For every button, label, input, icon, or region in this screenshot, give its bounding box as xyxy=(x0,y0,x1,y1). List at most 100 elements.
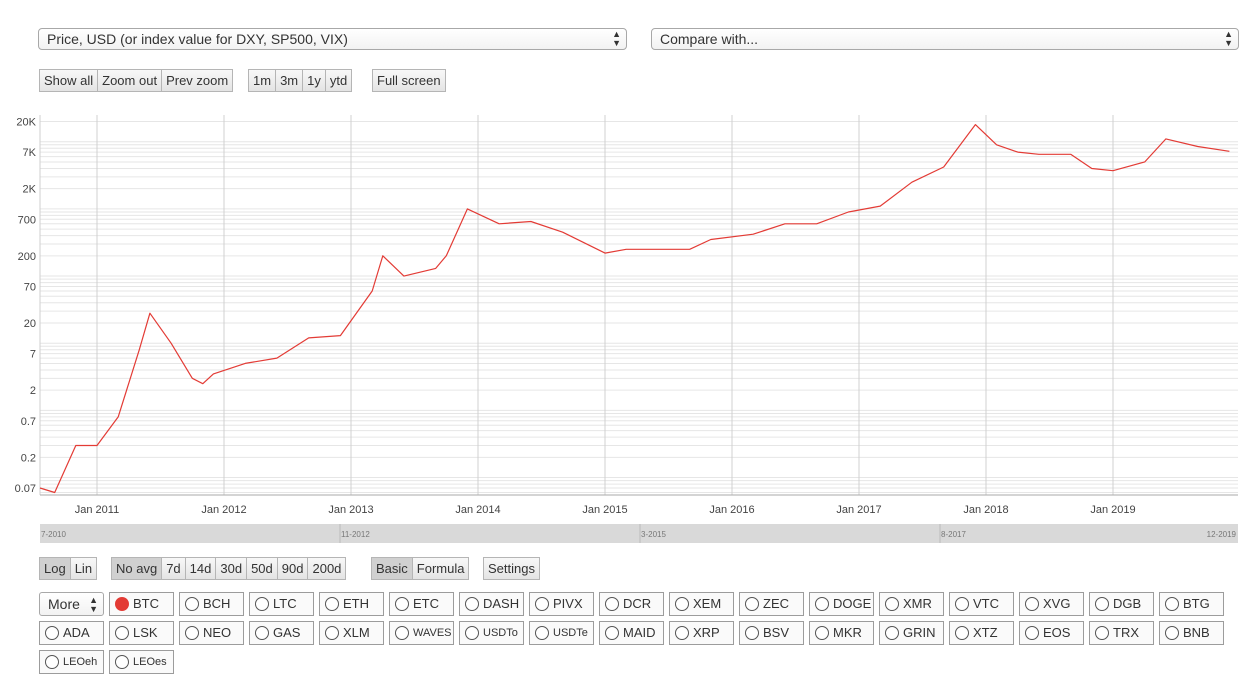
more-select[interactable]: More ▲ ▼ xyxy=(39,592,104,616)
compare-select[interactable]: Compare with... ▲ ▼ xyxy=(651,28,1239,50)
avg-50d-button[interactable]: 50d xyxy=(247,557,278,580)
coin-toggle-leoes[interactable]: LEOes xyxy=(109,650,174,674)
range-3m-button[interactable]: 3m xyxy=(276,69,304,92)
coin-label: ETC xyxy=(413,596,439,611)
settings-button[interactable]: Settings xyxy=(483,557,540,580)
range-ytd-button[interactable]: ytd xyxy=(325,69,353,92)
radio-icon xyxy=(45,626,59,640)
zoom-button-group: Show all Zoom out Prev zoom xyxy=(39,69,234,92)
coin-toggle-leoeh[interactable]: LEOeh xyxy=(39,650,104,674)
zoom-out-button[interactable]: Zoom out xyxy=(98,69,163,92)
radio-icon xyxy=(395,597,409,611)
coin-toggle-xvg[interactable]: XVG xyxy=(1019,592,1084,616)
coin-toggle-eth[interactable]: ETH xyxy=(319,592,384,616)
coin-toggle-grin[interactable]: GRIN xyxy=(879,621,944,645)
radio-icon xyxy=(1165,626,1179,640)
coin-toggle-pivx[interactable]: PIVX xyxy=(529,592,594,616)
y-axis-tick-labels: 20K 7K 2K 700 200 70 20 7 2 0.7 0.2 0.07 xyxy=(15,117,37,495)
coin-toggle-bnb[interactable]: BNB xyxy=(1159,621,1224,645)
radio-icon xyxy=(45,655,59,669)
coin-label: ZEC xyxy=(763,596,789,611)
coin-toggle-gas[interactable]: GAS xyxy=(249,621,314,645)
coin-label: LTC xyxy=(273,596,297,611)
coin-label: USDTe xyxy=(553,627,588,639)
coin-toggle-ltc[interactable]: LTC xyxy=(249,592,314,616)
radio-icon xyxy=(535,626,549,640)
coin-label: XTZ xyxy=(973,625,998,640)
coin-toggle-btc[interactable]: BTC xyxy=(109,592,174,616)
coin-toggle-zec[interactable]: ZEC xyxy=(739,592,804,616)
formula-mode-button[interactable]: Formula xyxy=(412,557,470,580)
metric-select[interactable]: Price, USD (or index value for DXY, SP50… xyxy=(38,28,627,50)
radio-icon xyxy=(185,626,199,640)
mode-button-group: Basic Formula xyxy=(371,557,470,580)
avg-7d-button[interactable]: 7d xyxy=(162,557,186,580)
coin-toggle-eos[interactable]: EOS xyxy=(1019,621,1084,645)
range-1y-button[interactable]: 1y xyxy=(303,69,326,92)
coin-label: USDTo xyxy=(483,627,518,639)
full-screen-button[interactable]: Full screen xyxy=(372,69,446,92)
prev-zoom-button[interactable]: Prev zoom xyxy=(162,69,234,92)
radio-icon xyxy=(745,626,759,640)
radio-icon xyxy=(745,597,759,611)
lin-scale-button[interactable]: Lin xyxy=(70,557,98,580)
coin-toggle-xlm[interactable]: XLM xyxy=(319,621,384,645)
coin-toggle-lsk[interactable]: LSK xyxy=(109,621,174,645)
coin-toggle-dash[interactable]: DASH xyxy=(459,592,524,616)
radio-icon xyxy=(815,626,829,640)
coin-toggle-doge[interactable]: DOGE xyxy=(809,592,874,616)
coin-toggle-maid[interactable]: MAID xyxy=(599,621,664,645)
coin-toggle-xrp[interactable]: XRP xyxy=(669,621,734,645)
basic-mode-button[interactable]: Basic xyxy=(371,557,413,580)
coin-toggle-etc[interactable]: ETC xyxy=(389,592,454,616)
radio-icon xyxy=(535,597,549,611)
coin-toggle-dcr[interactable]: DCR xyxy=(599,592,664,616)
coin-toggle-xtz[interactable]: XTZ xyxy=(949,621,1014,645)
range-1m-button[interactable]: 1m xyxy=(248,69,277,92)
navigator-label: 3-2015 xyxy=(641,530,666,539)
coin-toggle-bsv[interactable]: BSV xyxy=(739,621,804,645)
coin-toggle-waves[interactable]: WAVES xyxy=(389,621,454,645)
coin-toggle-xem[interactable]: XEM xyxy=(669,592,734,616)
radio-icon xyxy=(115,626,129,640)
coin-toggle-trx[interactable]: TRX xyxy=(1089,621,1154,645)
avg-90d-button[interactable]: 90d xyxy=(277,557,309,580)
no-avg-button[interactable]: No avg xyxy=(111,557,163,580)
coin-toggle-bch[interactable]: BCH xyxy=(179,592,244,616)
coin-label: XRP xyxy=(693,625,720,640)
coin-toggle-ada[interactable]: ADA xyxy=(39,621,104,645)
show-all-button[interactable]: Show all xyxy=(39,69,99,92)
coin-label: VTC xyxy=(973,596,999,611)
coin-toggle-usdte[interactable]: USDTe xyxy=(529,621,594,645)
radio-icon xyxy=(1095,597,1109,611)
navigator-bar[interactable] xyxy=(40,524,1238,543)
radio-icon xyxy=(675,597,689,611)
more-select-value: More xyxy=(48,596,80,612)
select-arrows-icon: ▲ ▼ xyxy=(1224,29,1233,48)
coin-label: LEOeh xyxy=(63,656,98,668)
select-arrows-icon: ▲ ▼ xyxy=(89,595,98,614)
avg-200d-button[interactable]: 200d xyxy=(308,557,347,580)
coin-toggle-usdto[interactable]: USDTo xyxy=(459,621,524,645)
avg-14d-button[interactable]: 14d xyxy=(185,557,217,580)
coin-toggle-neo[interactable]: NEO xyxy=(179,621,244,645)
coin-toggle-vtc[interactable]: VTC xyxy=(949,592,1014,616)
coin-label: DCR xyxy=(623,596,652,611)
chart-vertical-grid xyxy=(96,115,1114,495)
avg-30d-button[interactable]: 30d xyxy=(216,557,248,580)
log-scale-button[interactable]: Log xyxy=(39,557,71,580)
radio-icon xyxy=(185,597,199,611)
coin-toggle-btg[interactable]: BTG xyxy=(1159,592,1224,616)
coin-toggle-xmr[interactable]: XMR xyxy=(879,592,944,616)
coin-label: MKR xyxy=(833,625,862,640)
coin-label: DASH xyxy=(483,596,520,611)
coin-label: LSK xyxy=(133,625,158,640)
coin-toggle-mkr[interactable]: MKR xyxy=(809,621,874,645)
coin-label: XEM xyxy=(693,596,722,611)
coin-label: XVG xyxy=(1043,596,1071,611)
coin-label: XMR xyxy=(903,596,932,611)
coin-toggle-dgb[interactable]: DGB xyxy=(1089,592,1154,616)
radio-icon xyxy=(885,626,899,640)
y-tick-label: 20K xyxy=(16,117,36,129)
